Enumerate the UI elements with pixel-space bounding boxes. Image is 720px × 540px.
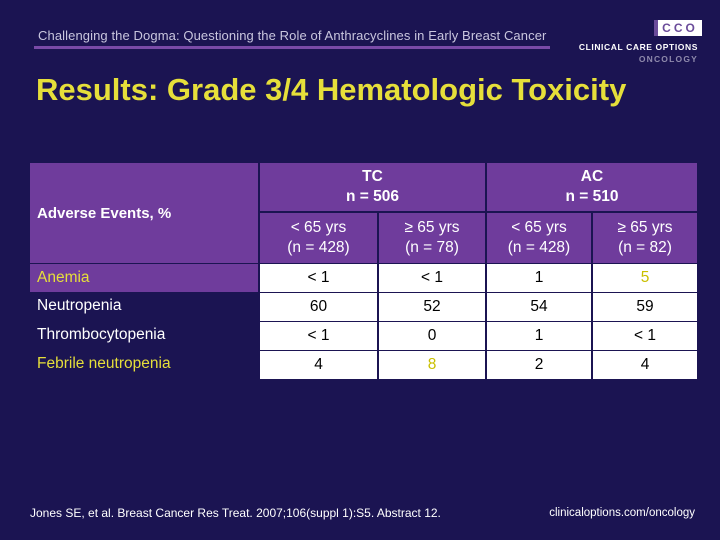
footer-url: clinicaloptions.com/oncology <box>549 507 695 519</box>
table-cell: 54 <box>487 293 591 321</box>
table-cell: 59 <box>593 293 697 321</box>
subheader-n: (n = 82) <box>618 239 672 256</box>
group-ac-n: n = 510 <box>565 188 619 205</box>
row-label-febrile-neutropenia: Febrile neutropenia <box>37 355 171 372</box>
table-cell: 2 <box>487 351 591 379</box>
slide-title: Results: Grade 3/4 Hematologic Toxicity <box>36 72 627 107</box>
subheader-n: (n = 428) <box>287 239 350 256</box>
row-label-neutropenia: Neutropenia <box>37 297 122 314</box>
subheader-tc-under65: < 65 yrs (n = 428) <box>260 213 377 263</box>
cco-logo-mark: CCO <box>654 20 702 36</box>
table-cell: 60 <box>260 293 377 321</box>
citation: Jones SE, et al. Breast Cancer Res Treat… <box>30 506 441 520</box>
subheader-ac-65plus: ≥ 65 yrs (n = 82) <box>593 213 697 263</box>
group-tc-name: TC <box>362 168 383 185</box>
table-cell: < 1 <box>260 264 377 292</box>
cco-logo: CCO CLINICAL CARE OPTIONS ONCOLOGY <box>574 20 702 66</box>
table-cell: 8 <box>379 351 485 379</box>
table-cell: 5 <box>593 264 697 292</box>
adverse-events-header: Adverse Events, % <box>30 163 258 263</box>
table-cell: 1 <box>487 322 591 350</box>
group-ac-name: AC <box>580 168 604 185</box>
table-cell: 1 <box>487 264 591 292</box>
subheader-age: < 65 yrs <box>290 219 347 236</box>
group-header-ac: AC n = 510 <box>487 163 697 211</box>
slide-header-text: Challenging the Dogma: Questioning the R… <box>38 28 547 43</box>
cco-logo-specialty: ONCOLOGY <box>638 54 698 64</box>
table-cell: 4 <box>260 351 377 379</box>
header-rule <box>34 46 550 49</box>
subheader-n: (n = 428) <box>507 239 571 256</box>
table-cell: 52 <box>379 293 485 321</box>
cco-logo-name: CLINICAL CARE OPTIONS <box>578 42 698 52</box>
group-tc-n: n = 506 <box>346 188 399 205</box>
row-label-thrombocytopenia: Thrombocytopenia <box>37 326 166 343</box>
row-label-anemia: Anemia <box>30 264 258 292</box>
table-cell: 4 <box>593 351 697 379</box>
table-cell: < 1 <box>260 322 377 350</box>
toxicity-table: Adverse Events, % TC n = 506 AC n = 510 < … <box>30 163 697 379</box>
group-header-tc: TC n = 506 <box>260 163 485 211</box>
table-cell: < 1 <box>379 264 485 292</box>
subheader-tc-65plus: ≥ 65 yrs (n = 78) <box>379 213 485 263</box>
subheader-ac-under65: < 65 yrs (n = 428) <box>487 213 591 263</box>
subheader-age: ≥ 65 yrs <box>617 219 673 236</box>
subheader-age: < 65 yrs <box>511 219 567 236</box>
subheader-n: (n = 78) <box>405 239 459 256</box>
table-cell: 0 <box>379 322 485 350</box>
subheader-age: ≥ 65 yrs <box>404 219 460 236</box>
table-cell: < 1 <box>593 322 697 350</box>
